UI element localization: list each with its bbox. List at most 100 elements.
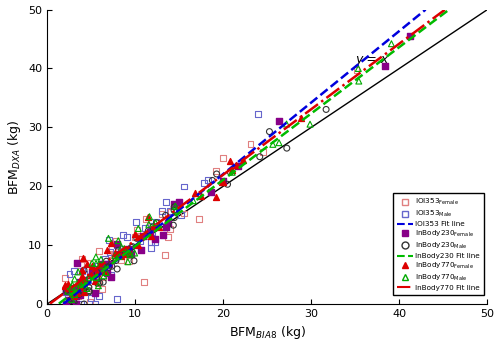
Point [68, 301, 76, 307]
Point [150, 239, 158, 244]
Point [212, 194, 220, 200]
Point [62, 301, 70, 307]
Point [232, 163, 240, 168]
Point [266, 129, 274, 134]
Point [195, 216, 203, 222]
Point [78, 269, 86, 274]
Point [136, 247, 144, 252]
Point [71, 301, 79, 307]
Point [134, 226, 142, 231]
Point [198, 193, 205, 198]
Point [70, 276, 78, 282]
Point [159, 232, 167, 238]
Point [150, 223, 158, 229]
Point [140, 279, 148, 285]
Point [62, 288, 70, 293]
Point [158, 211, 166, 217]
Point [212, 168, 220, 174]
Point [64, 301, 72, 306]
Point [120, 251, 128, 256]
Point [70, 269, 78, 274]
Point [102, 259, 110, 264]
Point [84, 285, 92, 291]
Point [162, 199, 170, 205]
Point [147, 233, 155, 239]
Point [112, 243, 120, 248]
Point [93, 270, 101, 275]
Point [172, 206, 180, 212]
Point [101, 268, 109, 274]
Point [94, 268, 102, 273]
Point [146, 214, 154, 220]
Point [296, 115, 304, 120]
Point [118, 232, 126, 238]
Point [381, 63, 389, 69]
Point [117, 246, 125, 252]
Point [123, 234, 131, 240]
Point [254, 111, 262, 117]
Point [88, 269, 96, 275]
Point [192, 190, 200, 195]
Point [128, 251, 136, 256]
Point [96, 280, 104, 286]
Point [92, 261, 100, 266]
Point [126, 252, 134, 257]
Point [77, 286, 85, 292]
Point [65, 288, 73, 294]
Point [88, 263, 96, 269]
Point [134, 243, 142, 248]
Point [98, 263, 106, 268]
Point [170, 222, 177, 228]
Point [111, 253, 119, 259]
Point [125, 251, 133, 256]
Point [79, 289, 87, 294]
Point [170, 208, 178, 213]
Point [152, 220, 160, 226]
Point [108, 272, 116, 278]
Point [76, 284, 84, 289]
Point [76, 268, 84, 273]
Point [124, 246, 132, 252]
Point [228, 169, 236, 175]
Point [94, 268, 102, 274]
Point [100, 262, 108, 267]
Point [76, 292, 84, 298]
Point [92, 276, 100, 281]
Point [275, 140, 283, 145]
Point [91, 278, 99, 283]
Point [93, 271, 101, 276]
Point [306, 121, 314, 127]
Point [149, 224, 157, 230]
Point [98, 261, 106, 266]
Point [246, 141, 254, 146]
Point [92, 273, 100, 279]
Point [162, 224, 170, 230]
Point [170, 201, 178, 206]
Point [79, 279, 87, 285]
Point [219, 155, 227, 161]
Point [91, 290, 99, 296]
Point [65, 297, 73, 303]
Point [166, 226, 174, 231]
Point [117, 253, 125, 259]
Point [68, 282, 76, 288]
Point [121, 252, 129, 257]
Point [112, 238, 120, 244]
Point [85, 285, 93, 290]
Point [67, 288, 75, 294]
Point [352, 67, 360, 72]
Point [72, 284, 80, 290]
Point [124, 259, 132, 264]
Point [152, 237, 160, 242]
Point [322, 107, 330, 112]
Point [62, 290, 70, 295]
Point [172, 203, 179, 209]
Point [68, 301, 76, 307]
Text: y = x: y = x [356, 52, 388, 66]
Point [150, 223, 158, 229]
Point [114, 238, 122, 244]
Point [219, 179, 227, 185]
Point [85, 274, 93, 280]
Point [69, 288, 77, 294]
Point [108, 245, 116, 251]
